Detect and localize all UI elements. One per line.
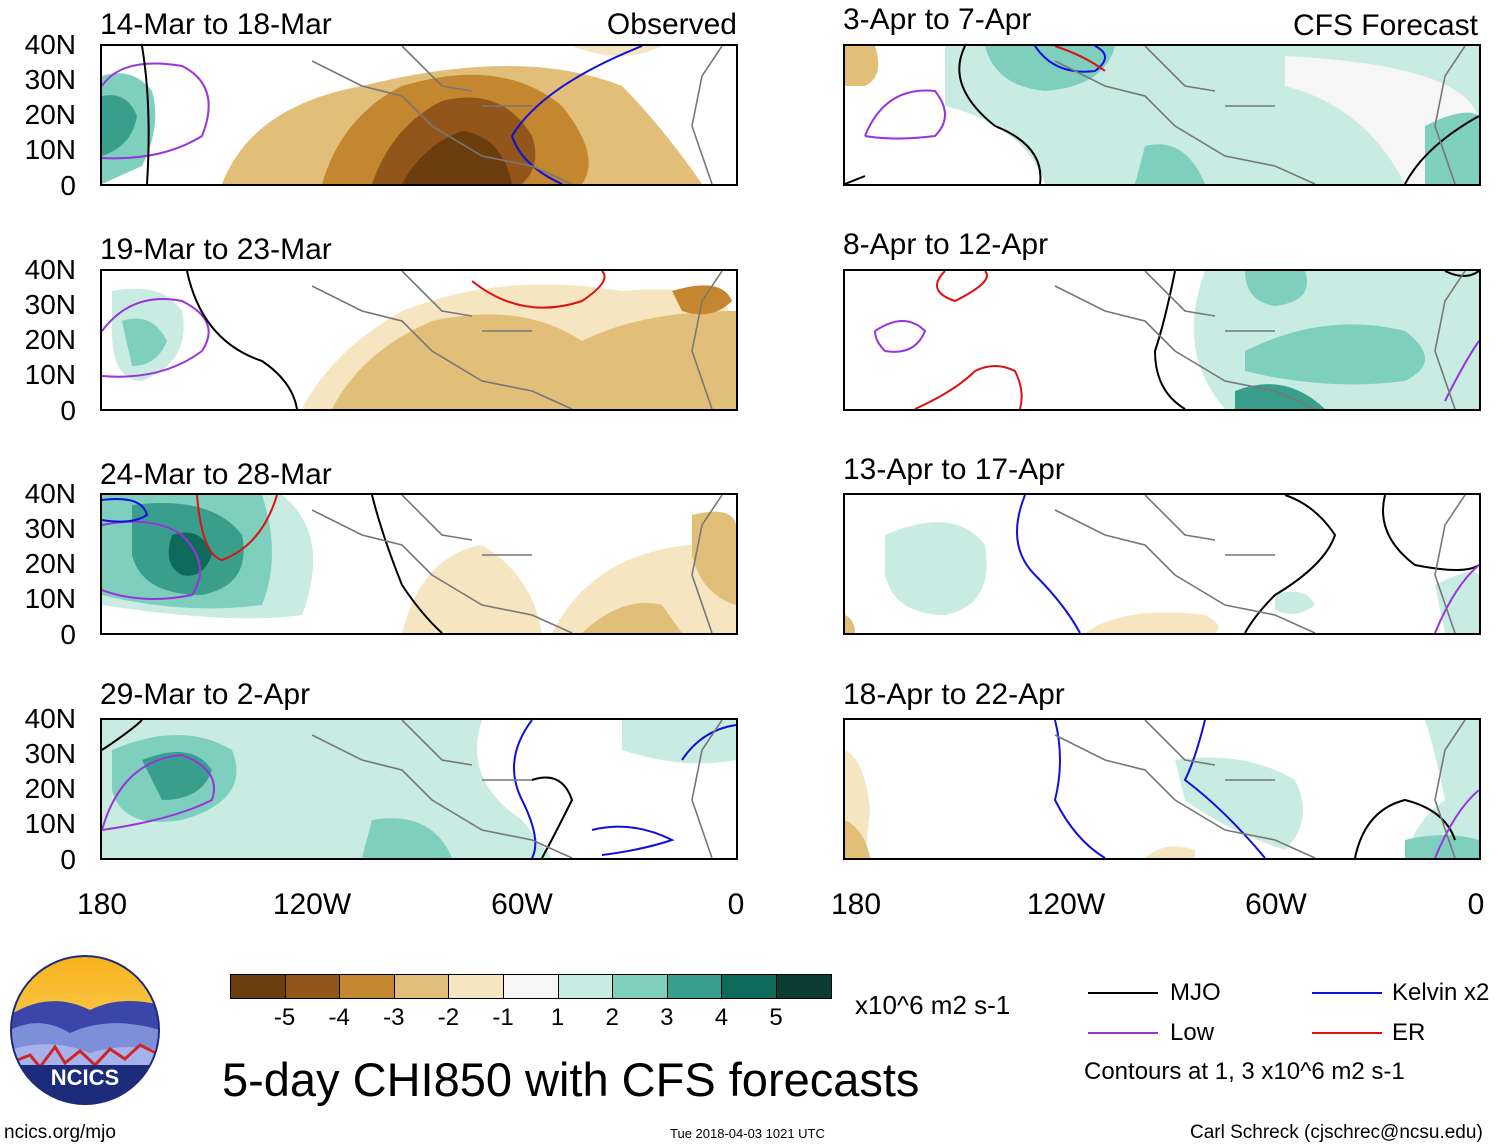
footer-timestamp: Tue 2018-04-03 1021 UTC bbox=[670, 1126, 825, 1141]
panel-title: 24-Mar to 28-Mar bbox=[100, 458, 332, 491]
map-panel-6 bbox=[843, 269, 1481, 411]
colorbar-swatch bbox=[284, 974, 341, 999]
panel-title: 13-Apr to 17-Apr bbox=[843, 453, 1065, 486]
logo-text: NCICS bbox=[51, 1065, 119, 1090]
colorbar-swatch bbox=[339, 974, 395, 999]
x-label: 60W bbox=[1245, 888, 1307, 921]
y-label: 30N bbox=[24, 738, 76, 769]
legend-label-low: Low bbox=[1170, 1019, 1215, 1046]
map-panel-3 bbox=[100, 493, 738, 635]
colorbar-tick-label: 1 bbox=[550, 1004, 565, 1031]
y-label: 20N bbox=[24, 773, 76, 804]
y-label: 10N bbox=[24, 808, 76, 839]
panel-tag-forecast: CFS Forecast bbox=[1292, 9, 1478, 42]
footer-url[interactable]: ncics.org/mjo bbox=[4, 1122, 116, 1143]
main-title: 5-day CHI850 with CFS forecasts bbox=[222, 1053, 920, 1106]
y-label: 30N bbox=[24, 289, 76, 320]
x-label: 180 bbox=[830, 888, 882, 921]
colorbar-tick-label: -3 bbox=[383, 1004, 405, 1031]
legend-label-kelvin: Kelvin x2 bbox=[1392, 979, 1490, 1006]
legend-label-er: ER bbox=[1392, 1019, 1426, 1046]
y-label: 20N bbox=[24, 548, 76, 579]
colorbar-swatch bbox=[393, 974, 450, 999]
panel-title: 18-Apr to 22-Apr bbox=[843, 678, 1065, 711]
y-label: 40N bbox=[24, 478, 76, 509]
colorbar-tick-label: -5 bbox=[273, 1004, 296, 1031]
y-label: 0 bbox=[60, 170, 76, 201]
panel-title: 14-Mar to 18-Mar bbox=[100, 8, 332, 41]
panel-tag-observed: Observed bbox=[606, 8, 737, 41]
map-panel-5 bbox=[843, 44, 1481, 186]
legend-label-mjo: MJO bbox=[1170, 979, 1221, 1006]
panel-title: 3-Apr to 7-Apr bbox=[843, 3, 1032, 36]
y-label: 0 bbox=[60, 619, 76, 650]
y-label: 0 bbox=[60, 844, 76, 875]
footer-author: Carl Schreck (cjschrec@ncsu.edu) bbox=[1190, 1122, 1483, 1143]
x-label: 0 bbox=[727, 888, 745, 921]
colorbar-swatch bbox=[776, 974, 832, 999]
colorbar-swatch bbox=[612, 974, 668, 999]
panel-title: 8-Apr to 12-Apr bbox=[843, 228, 1049, 261]
map-panel-4 bbox=[100, 718, 738, 860]
legend-line-kelvin bbox=[1312, 992, 1382, 994]
y-label: 10N bbox=[24, 134, 76, 165]
colorbar-tick-label: -1 bbox=[492, 1004, 514, 1031]
y-label: 20N bbox=[24, 99, 76, 130]
colorbar-tick-label: 3 bbox=[660, 1004, 674, 1031]
y-label: 20N bbox=[24, 324, 76, 355]
colorbar-swatch bbox=[448, 974, 504, 999]
ncics-logo: NCICS bbox=[10, 955, 160, 1105]
colorbar-tick-label: -2 bbox=[437, 1004, 460, 1031]
x-label: 60W bbox=[491, 888, 553, 921]
panel-title: 19-Mar to 23-Mar bbox=[100, 233, 332, 266]
colorbar-swatch bbox=[503, 974, 559, 999]
y-label: 0 bbox=[60, 395, 76, 426]
map-panel-8 bbox=[843, 718, 1481, 860]
colorbar-swatch bbox=[666, 974, 723, 999]
y-label: 30N bbox=[24, 513, 76, 544]
colorbar-swatch bbox=[557, 974, 614, 999]
colorbar-tick-label: -4 bbox=[328, 1004, 350, 1031]
colorbar-swatch bbox=[230, 974, 286, 999]
x-label: 120W bbox=[272, 888, 352, 921]
colorbar-unit: x10^6 m2 s-1 bbox=[855, 990, 1011, 1020]
legend-contours-note: Contours at 1, 3 x10^6 m2 s-1 bbox=[1084, 1058, 1405, 1085]
colorbar-tick-label: 2 bbox=[605, 1004, 619, 1031]
panel-title: 29-Mar to 2-Apr bbox=[100, 678, 311, 711]
legend-line-er bbox=[1312, 1032, 1382, 1034]
map-panel-2 bbox=[100, 269, 738, 411]
y-label: 10N bbox=[24, 583, 76, 614]
y-label: 10N bbox=[24, 359, 76, 390]
y-label: 40N bbox=[24, 703, 76, 734]
colorbar-swatch bbox=[721, 974, 777, 999]
y-label: 40N bbox=[24, 254, 76, 285]
y-label: 40N bbox=[24, 29, 76, 60]
legend-line-mjo bbox=[1088, 992, 1158, 994]
x-label: 0 bbox=[1467, 888, 1485, 921]
colorbar-tick-label: 5 bbox=[769, 1004, 783, 1031]
map-panel-7 bbox=[843, 493, 1481, 635]
x-label: 120W bbox=[1026, 888, 1106, 921]
y-label: 30N bbox=[24, 64, 76, 95]
map-panel-1 bbox=[100, 44, 738, 186]
colorbar-tick-label: 4 bbox=[714, 1004, 729, 1031]
legend-line-low bbox=[1088, 1032, 1158, 1034]
x-label: 180 bbox=[76, 888, 128, 921]
